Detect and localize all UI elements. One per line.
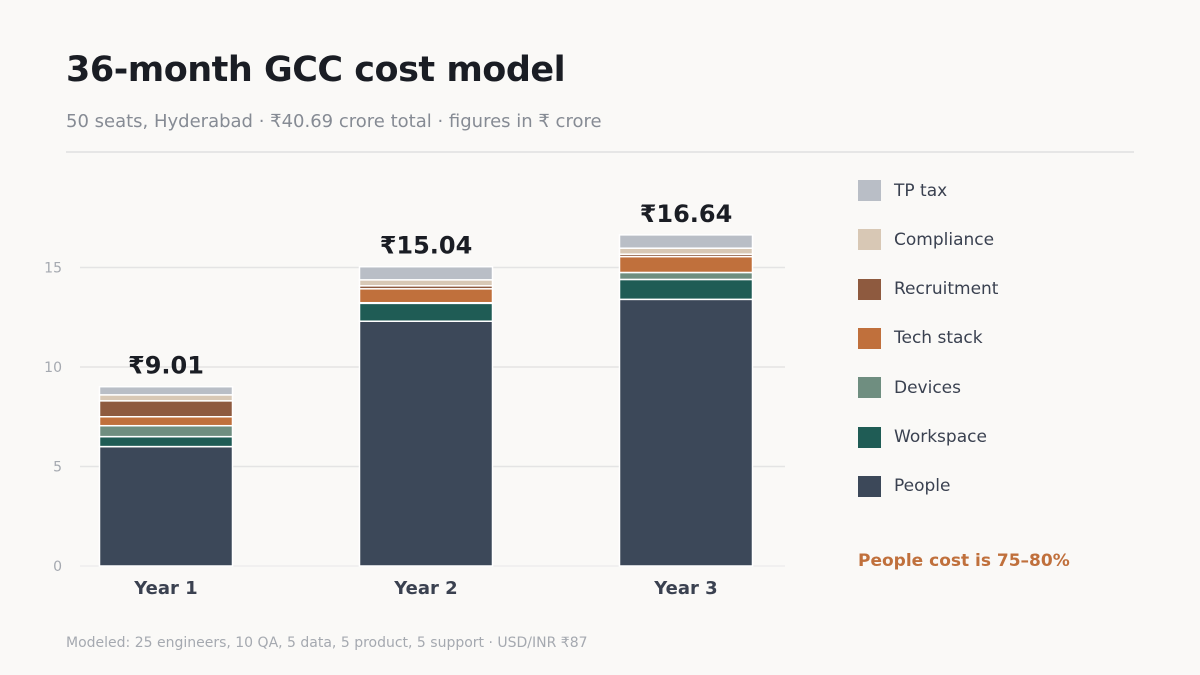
legend-swatch (858, 426, 881, 448)
legend-swatch (858, 377, 881, 399)
legend-item: Tech stack (858, 327, 983, 349)
y-tick-label: 15 (44, 261, 62, 277)
bar-total-label: ₹16.64 (640, 200, 733, 228)
bar-total-label: ₹9.01 (128, 352, 204, 380)
legend-label: Compliance (894, 229, 995, 250)
bar-segment-workspace (618, 278, 754, 301)
stacked-bar-chart: 0 5 10 15 ₹9.01 Year 1 ₹15.04 Year 2 ₹16.64 Year … (44, 200, 785, 599)
chart-title: 36-month GCC cost model (66, 50, 566, 90)
bar-segment-tp-tax (618, 234, 754, 249)
bar-segment-compliance (358, 279, 494, 287)
legend-swatch (858, 229, 881, 251)
people-cost-note: People cost is 75–80% (858, 551, 1070, 571)
bar-segment-tech-stack (618, 255, 754, 274)
legend-label: TP tax (894, 180, 948, 201)
legend-label: People (894, 476, 951, 497)
y-tick-label: 10 (44, 360, 62, 376)
bar-segment-compliance (618, 247, 754, 255)
legend-swatch (858, 278, 881, 300)
bar-segment-devices (618, 271, 754, 281)
legend-item: Recruitment (858, 278, 999, 300)
bar-segment-workspace (98, 435, 234, 448)
bar-total-label: ₹15.04 (380, 232, 473, 260)
bar-segment-workspace (358, 302, 494, 322)
x-category-label: Year 1 (133, 578, 197, 599)
bar-segment-compliance (98, 394, 234, 402)
legend-item: Compliance (858, 229, 995, 251)
bar-segment-devices (98, 424, 234, 438)
bar-segment-recruitment (98, 400, 234, 418)
bar-segment-tech-stack (98, 416, 234, 427)
footer-note: Modeled: 25 engineers, 10 QA, 5 data, 5 … (66, 635, 588, 651)
legend-label: Devices (894, 377, 961, 398)
bar-segment-people (358, 320, 494, 567)
bar-segment-tech-stack (358, 288, 494, 304)
bar-segment-tp-tax (98, 385, 234, 396)
x-category-label: Year 2 (393, 578, 457, 599)
legend-swatch (858, 327, 881, 349)
legend-swatch (858, 180, 881, 201)
header-divider (66, 151, 1134, 153)
legend-swatch (858, 475, 881, 497)
legend-item: People (858, 475, 951, 497)
y-tick-label: 5 (53, 460, 62, 476)
x-category-label: Year 3 (653, 578, 717, 599)
legend-item: Devices (858, 377, 961, 399)
legend-item: TP tax (858, 180, 947, 201)
bar-segment-tp-tax (358, 265, 494, 281)
chart-subtitle: 50 seats, Hyderabad · ₹40.69 crore total… (66, 111, 602, 132)
bar-segment-people (618, 298, 754, 567)
bar-segment-people (98, 445, 234, 567)
legend-item: Workspace (858, 426, 987, 448)
legend-label: Tech stack (894, 328, 983, 349)
legend-label: Workspace (894, 427, 987, 447)
legend-label: Recruitment (894, 279, 999, 300)
y-tick-label: 0 (53, 559, 62, 575)
